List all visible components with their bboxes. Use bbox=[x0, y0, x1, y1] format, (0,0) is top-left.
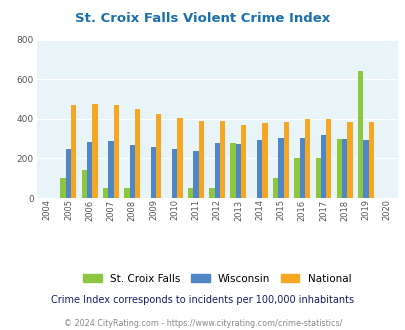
Bar bbox=[320, 135, 325, 198]
Bar bbox=[341, 139, 347, 198]
Bar bbox=[315, 158, 320, 198]
Bar bbox=[156, 114, 161, 198]
Bar bbox=[235, 144, 241, 198]
Bar bbox=[172, 149, 177, 198]
Bar bbox=[193, 151, 198, 198]
Bar bbox=[150, 147, 156, 198]
Bar bbox=[362, 140, 368, 198]
Bar bbox=[198, 121, 203, 198]
Bar bbox=[347, 122, 352, 198]
Bar bbox=[336, 139, 341, 198]
Bar bbox=[368, 122, 373, 198]
Bar bbox=[177, 118, 182, 198]
Bar bbox=[214, 143, 220, 198]
Bar bbox=[66, 149, 71, 198]
Bar bbox=[60, 178, 66, 198]
Bar bbox=[272, 178, 278, 198]
Bar bbox=[325, 119, 330, 198]
Bar bbox=[230, 143, 235, 198]
Bar bbox=[220, 121, 225, 198]
Bar bbox=[124, 188, 129, 198]
Bar bbox=[283, 122, 288, 198]
Text: Crime Index corresponds to incidents per 100,000 inhabitants: Crime Index corresponds to incidents per… bbox=[51, 295, 354, 305]
Bar bbox=[108, 141, 113, 198]
Text: © 2024 CityRating.com - https://www.cityrating.com/crime-statistics/: © 2024 CityRating.com - https://www.city… bbox=[64, 319, 341, 328]
Bar bbox=[81, 170, 87, 198]
Bar bbox=[262, 123, 267, 198]
Bar bbox=[87, 142, 92, 198]
Bar bbox=[129, 145, 134, 198]
Bar bbox=[209, 188, 214, 198]
Bar bbox=[278, 138, 283, 198]
Bar bbox=[299, 138, 304, 198]
Bar bbox=[256, 140, 262, 198]
Bar bbox=[134, 109, 140, 198]
Bar bbox=[188, 188, 193, 198]
Bar bbox=[357, 71, 362, 198]
Bar bbox=[92, 104, 98, 198]
Bar bbox=[71, 105, 76, 198]
Bar bbox=[294, 158, 299, 198]
Legend: St. Croix Falls, Wisconsin, National: St. Croix Falls, Wisconsin, National bbox=[79, 270, 355, 288]
Bar bbox=[304, 119, 309, 198]
Text: St. Croix Falls Violent Crime Index: St. Croix Falls Violent Crime Index bbox=[75, 12, 330, 24]
Bar bbox=[113, 105, 119, 198]
Bar bbox=[103, 188, 108, 198]
Bar bbox=[241, 125, 246, 198]
